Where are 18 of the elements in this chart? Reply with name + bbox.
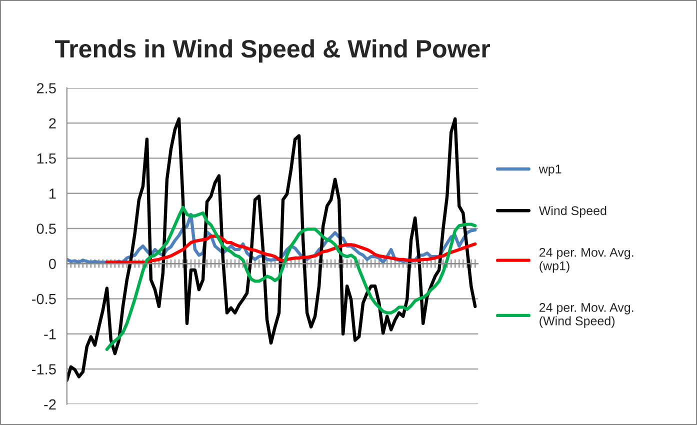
y-tick-label: -1.5 <box>32 364 56 374</box>
legend-label: wp1 <box>538 164 562 176</box>
legend-label: 24 per. Mov. Avg. (Wind Speed) <box>539 303 634 328</box>
line-series <box>66 117 477 382</box>
line-series <box>105 234 477 264</box>
y-tick-label: 2 <box>49 118 56 128</box>
y-tick-label: -1 <box>44 329 56 340</box>
legend-label: 24 per. Mov. Avg. (wp1) <box>539 248 634 273</box>
legend-label: Wind Speed <box>538 206 606 218</box>
y-tick-label: 1 <box>50 188 56 199</box>
y-tick-label: 1.5 <box>37 153 56 164</box>
y-tick-label: 0 <box>48 258 56 270</box>
y-tick-label: 0.5 <box>36 224 56 234</box>
chart-title: Trends in Wind Speed & Wind Power <box>54 39 490 63</box>
y-tick-label: -0.5 <box>32 294 56 304</box>
y-tick-label: 2.5 <box>36 83 56 94</box>
y-tick-label: -2 <box>44 399 56 410</box>
line-series <box>105 206 477 351</box>
